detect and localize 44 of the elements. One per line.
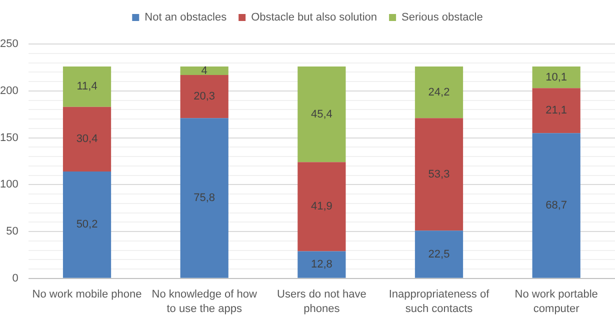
bar xyxy=(414,230,464,278)
y-tick-label: 150 xyxy=(0,132,18,144)
x-tick-label: Inappropriateness of such contacts xyxy=(388,288,490,315)
annotation: 10,1 xyxy=(546,71,568,84)
bar xyxy=(180,66,228,75)
annotation: 41,9 xyxy=(310,200,332,213)
x-tick-label: No work mobile phone xyxy=(32,288,142,301)
bar xyxy=(414,66,464,118)
y-tick-label: 50 xyxy=(6,226,18,238)
bar xyxy=(298,162,346,252)
annotation: 22,5 xyxy=(428,248,450,260)
bar xyxy=(532,88,580,134)
bar xyxy=(62,172,112,278)
annotation: 75,8 xyxy=(194,192,216,204)
x-tick-label: Users do not have phones xyxy=(277,288,366,315)
annotation: 12,8 xyxy=(310,258,332,271)
x-tick-label: No knowledge of how to use the apps xyxy=(152,288,257,315)
bar xyxy=(532,133,580,278)
annotation: 53,3 xyxy=(428,168,450,180)
bar xyxy=(532,66,580,88)
annotation: 45,4 xyxy=(310,108,332,120)
bar xyxy=(414,118,464,231)
annotation: 24,2 xyxy=(428,86,450,98)
bar xyxy=(298,251,346,278)
bar xyxy=(180,74,228,118)
annotation: 21,1 xyxy=(546,104,568,117)
bar xyxy=(180,118,228,278)
y-tick-label: 0 xyxy=(12,272,18,284)
y-tick-label: 200 xyxy=(0,84,18,97)
annotation: 68,7 xyxy=(546,200,568,212)
annotation: 20,3 xyxy=(194,90,216,103)
annotation: 11,4 xyxy=(76,80,98,93)
legend-label: Serious obstacle xyxy=(402,12,483,24)
annotation: 50,2 xyxy=(76,218,98,231)
legend-label: Obstacle but also solution xyxy=(251,12,378,24)
x-tick-label: No work portable computer xyxy=(514,288,598,315)
bar xyxy=(62,66,112,107)
y-tick-label: 250 xyxy=(0,38,18,50)
annotation: 4 xyxy=(201,64,208,77)
legend-label: Not an obstacles xyxy=(144,12,228,24)
bar xyxy=(298,66,346,162)
y-tick-label: 100 xyxy=(0,178,18,191)
annotation: 30,4 xyxy=(76,133,98,146)
bar xyxy=(62,106,112,172)
